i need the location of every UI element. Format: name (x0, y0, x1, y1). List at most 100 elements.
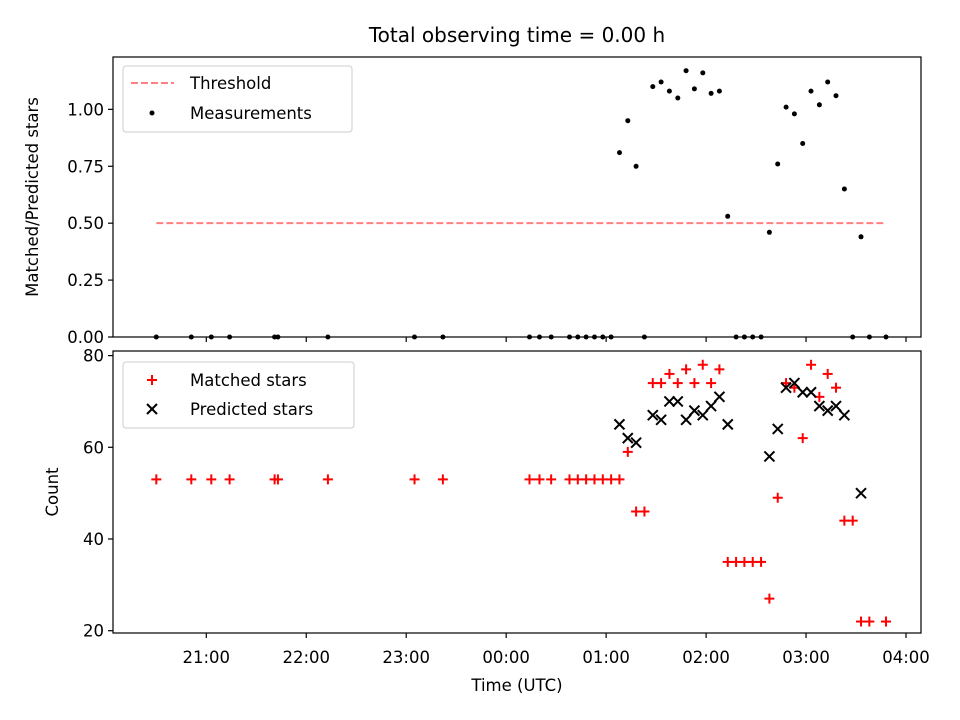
bottom-y-tick-label: 60 (83, 438, 104, 457)
matched-star-point (714, 364, 725, 375)
top-y-tick-label: 0.00 (67, 328, 104, 347)
x-tick-label: 22:00 (282, 648, 330, 667)
matched-star-point (864, 616, 875, 627)
matched-star-point (806, 359, 817, 370)
measurement-point (691, 86, 697, 92)
bottom-marks (151, 359, 892, 627)
matched-star-point (697, 359, 708, 370)
legend-threshold-label: Threshold (189, 74, 271, 93)
top-legend-box (122, 65, 353, 133)
matched-star-point (534, 474, 545, 485)
measurement-point (658, 79, 664, 85)
predicted-star-point (672, 395, 684, 408)
top-axes-frame (112, 56, 922, 338)
top-y-tick-label: 0.25 (67, 271, 104, 290)
legend-predicted-label: Predicted stars (190, 400, 313, 419)
matched-star-point (881, 616, 892, 627)
matched-star-point (847, 515, 858, 526)
legend-matched-marker (147, 375, 157, 385)
predicted-star-point (630, 437, 642, 449)
predicted-star-point (772, 423, 784, 435)
matched-star-point (656, 378, 667, 389)
matched-star-point (681, 364, 692, 375)
matched-star-point (706, 378, 717, 389)
legend-matched-label: Matched stars (190, 371, 307, 390)
x-tick-label: 00:00 (482, 648, 530, 667)
matched-star-point (772, 492, 783, 503)
measurement-point (800, 141, 806, 146)
bottom-y-tick-label: 80 (83, 347, 104, 366)
matched-star-point (689, 378, 700, 389)
matched-star-point (672, 378, 683, 389)
matched-star-point (831, 382, 842, 393)
predicted-star-point (830, 400, 842, 412)
bottom-axes-frame (112, 350, 922, 634)
measurement-point (775, 161, 781, 167)
matched-star-point (437, 474, 448, 485)
top-y-tick-label: 0.75 (67, 157, 104, 176)
top-panel: Total observing time = 0.00 h Matched/Pr… (23, 23, 922, 347)
x-tick-label: 21:00 (183, 648, 231, 667)
predicted-star-point (663, 395, 676, 408)
predicted-star-point (655, 414, 667, 426)
predicted-star-point (788, 377, 801, 389)
matched-star-point (614, 474, 625, 485)
bottom-panel: Count Time (UTC) 20 40 60 80 21:00 22:00 23:00… (43, 347, 930, 695)
measurement-point (833, 93, 839, 99)
matched-star-point (272, 474, 283, 485)
top-marks (153, 68, 889, 340)
top-y-tick-label: 1.00 (67, 100, 104, 119)
measurement-point (633, 163, 639, 169)
x-tick-label: 04:00 (882, 648, 930, 667)
matched-star-point (664, 368, 675, 379)
matched-star-point (224, 474, 235, 485)
x-tick-label: 03:00 (782, 648, 830, 667)
measurement-point (617, 150, 622, 156)
measurement-point (725, 213, 731, 219)
measurement-point (808, 88, 814, 94)
predicted-star-point (622, 432, 634, 444)
measurement-point (700, 70, 706, 76)
predicted-star-point (780, 381, 792, 394)
legend-measurements-marker (149, 110, 155, 116)
predicted-star-point (838, 409, 851, 421)
predicted-star-point (697, 409, 709, 421)
x-axis-label: Time (UTC) (470, 676, 562, 695)
x-tick-label: 01:00 (582, 648, 630, 667)
x-tick-label: 23:00 (382, 648, 430, 667)
measurement-point (783, 104, 789, 110)
measurement-point (816, 102, 822, 108)
predicted-star-point (688, 404, 701, 417)
predicted-star-point (763, 450, 776, 463)
bottom-y-tick-label: 20 (83, 622, 104, 641)
matched-star-point (524, 474, 535, 485)
matched-star-point (206, 474, 217, 485)
bottom-legend-box (122, 361, 355, 429)
matched-star-point (322, 474, 333, 485)
predicted-star-point (705, 400, 717, 412)
matched-star-point (186, 474, 197, 485)
bottom-axes: 20 40 60 80 21:00 22:00 23:00 00:00 01:00 02:00 03… (83, 347, 930, 667)
measurement-point (708, 90, 714, 96)
measurement-point (683, 68, 689, 74)
predicted-star-point (713, 391, 726, 403)
top-axes: 0.00 0.25 0.50 0.75 1.00 (67, 56, 922, 347)
predicted-star-point (797, 386, 809, 398)
measurement-point (825, 79, 831, 85)
legend-measurements-label: Measurements (190, 104, 312, 123)
predicted-star-point (805, 386, 817, 398)
measurement-point (666, 88, 672, 94)
measurement-point (791, 111, 797, 117)
matched-star-point (409, 474, 420, 485)
predicted-star-point (813, 400, 826, 412)
matched-star-point (764, 593, 775, 604)
measurement-point (841, 186, 847, 192)
matched-star-point (639, 506, 650, 517)
measurement-point (858, 234, 864, 240)
measurement-point (625, 118, 631, 124)
top-y-axis-label: Matched/Predicted stars (23, 97, 42, 297)
predicted-star-point (722, 418, 734, 431)
measurement-point (675, 95, 681, 101)
matched-star-point (622, 446, 633, 457)
